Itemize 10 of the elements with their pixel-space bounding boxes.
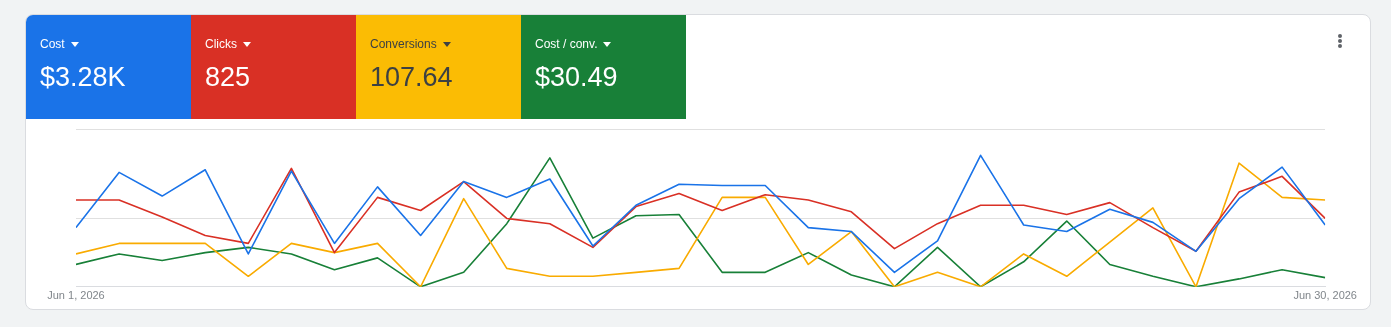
text: $3.28K xyxy=(40,62,126,92)
x-tick-label: Jun 30, 2026 xyxy=(1293,289,1358,302)
text: $30.49 xyxy=(535,62,618,92)
category-label: Conversions xyxy=(370,37,437,51)
category-label: Cost xyxy=(40,37,65,51)
text: 107.64 xyxy=(370,62,453,92)
text: 825 xyxy=(205,62,251,92)
category-label: Cost / conv. xyxy=(535,37,598,51)
category-label: Clicks xyxy=(205,37,237,51)
x-tick-label: Jun 1, 2026 xyxy=(47,289,105,302)
